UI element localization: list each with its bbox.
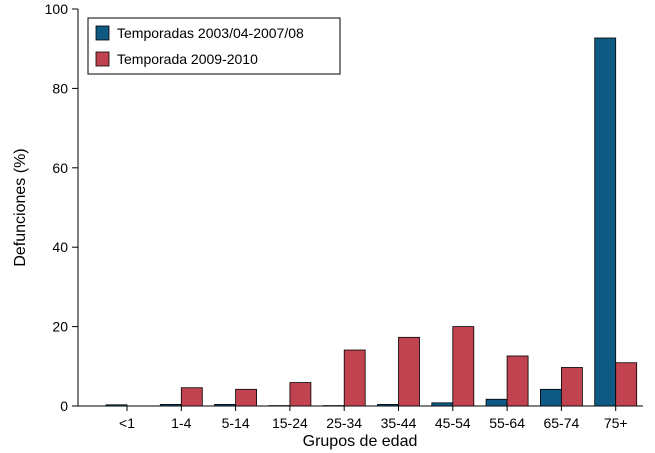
bar-series-2 xyxy=(235,388,258,407)
x-tick-label: 15-24 xyxy=(272,415,308,431)
bars-group xyxy=(105,37,638,407)
bar-series-1 xyxy=(594,37,617,407)
legend: Temporadas 2003/04-2007/08 Temporada 200… xyxy=(87,17,341,75)
bar-series-2 xyxy=(398,336,420,407)
bar-series-2 xyxy=(561,367,583,407)
bar-series-1 xyxy=(377,404,399,407)
bar-series-1 xyxy=(540,388,562,407)
x-tick-label: 55-64 xyxy=(489,415,525,431)
bar-series-1 xyxy=(214,404,237,407)
bar-series-2 xyxy=(289,382,312,407)
bar-series-2 xyxy=(180,387,203,407)
y-tick-label: 20 xyxy=(52,319,68,335)
bar-series-1 xyxy=(105,404,128,407)
x-tick-label: 65-74 xyxy=(543,415,579,431)
y-axis-ticks: 0 20 40 60 80 100 xyxy=(45,1,78,414)
x-axis-ticks: <1 1-4 5-14 15-24 25-34 35-44 45-54 55-64 65-74 7… xyxy=(119,406,628,431)
x-tick-label: 25-34 xyxy=(326,415,362,431)
x-tick-label: 75+ xyxy=(604,415,628,431)
y-tick-label: 0 xyxy=(60,398,68,414)
bar-series-2 xyxy=(343,349,366,407)
legend-swatch-series-2 xyxy=(95,51,110,67)
y-axis-title: Defunciones (%) xyxy=(12,148,29,266)
x-tick-label: 1-4 xyxy=(171,415,191,431)
x-tick-label: <1 xyxy=(119,415,135,431)
x-tick-label: 35-44 xyxy=(381,415,417,431)
x-tick-label: 5-14 xyxy=(222,415,250,431)
legend-box xyxy=(87,17,341,75)
legend-label-series-2: Temporada 2009-2010 xyxy=(117,51,258,67)
y-tick-label: 40 xyxy=(52,239,68,255)
legend-swatch-series-1 xyxy=(95,25,110,41)
bar-series-2 xyxy=(506,355,529,407)
bar-series-2 xyxy=(452,326,475,407)
y-tick-label: 80 xyxy=(52,80,68,96)
bar-series-1 xyxy=(431,402,454,407)
y-tick-label: 100 xyxy=(45,1,69,17)
bar-series-2 xyxy=(615,362,638,407)
y-tick-label: 60 xyxy=(52,160,68,176)
legend-label-series-1: Temporadas 2003/04-2007/08 xyxy=(117,25,304,41)
bar-series-1 xyxy=(485,398,508,407)
bar-series-1 xyxy=(159,404,182,407)
x-tick-label: 45-54 xyxy=(435,415,471,431)
x-axis-title: Grupos de edad xyxy=(303,433,418,450)
